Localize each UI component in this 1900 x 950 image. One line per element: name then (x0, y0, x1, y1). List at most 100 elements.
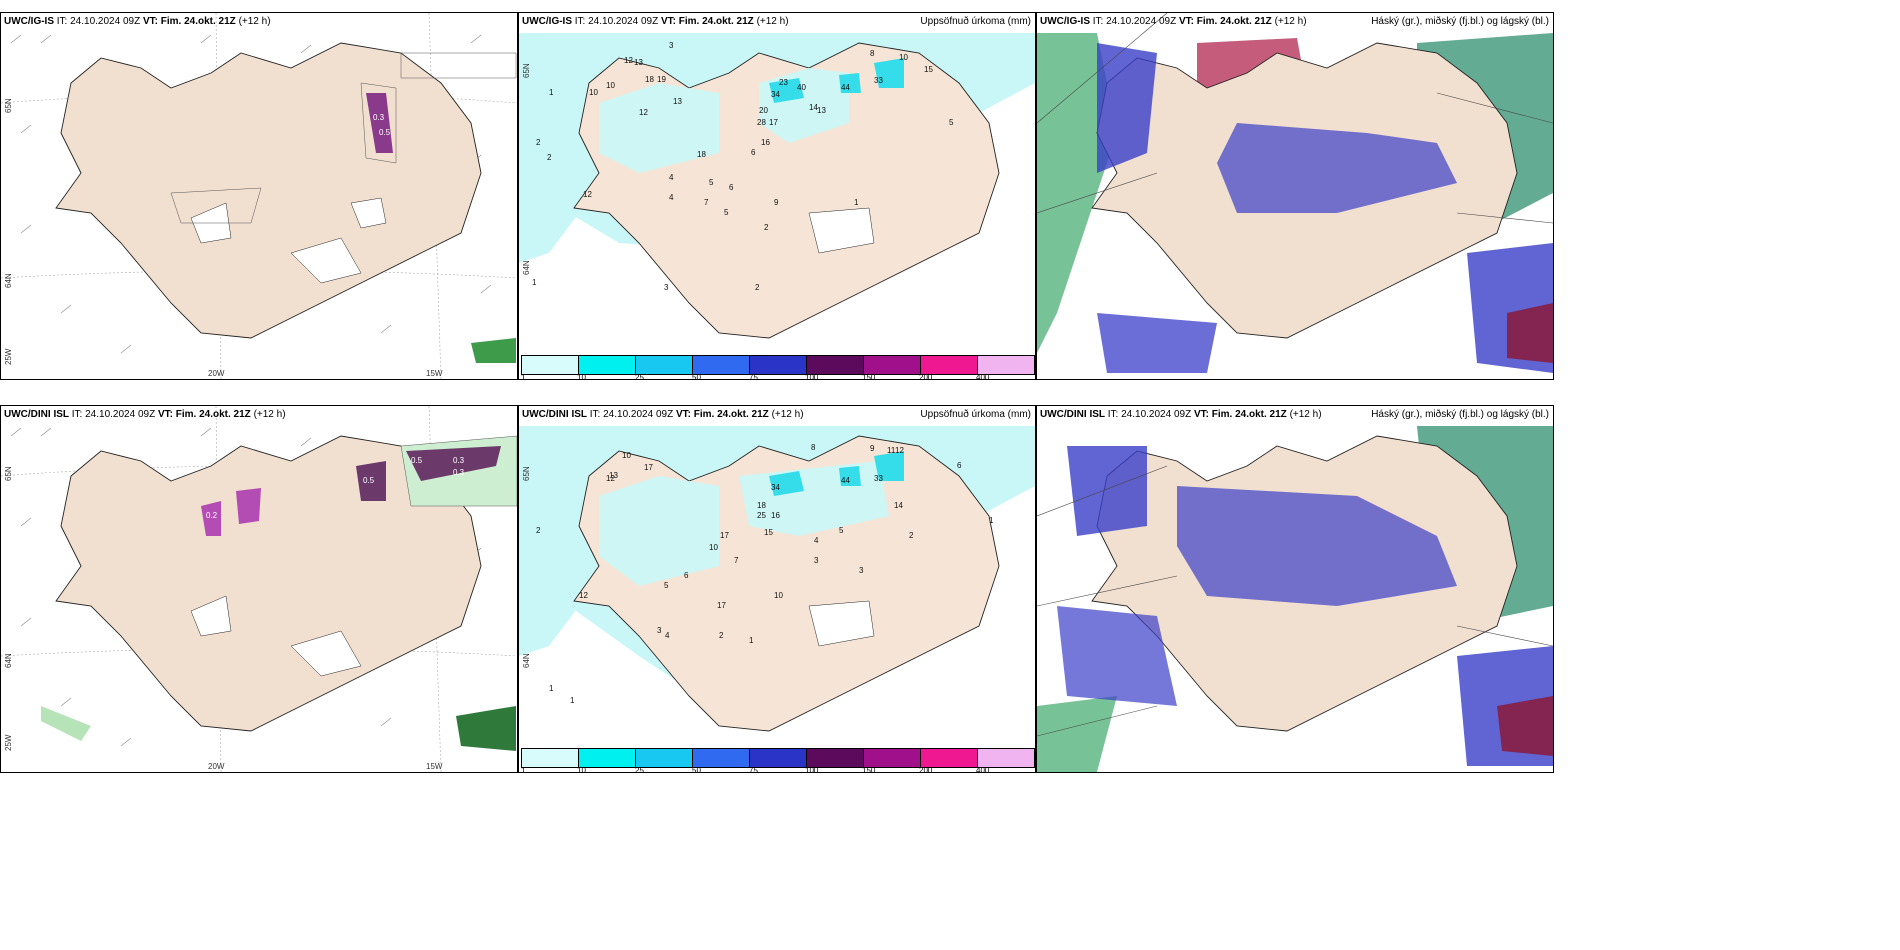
value-label: 12 (624, 56, 633, 65)
value-label: 12 (895, 446, 904, 455)
value-label: 44 (841, 476, 850, 485)
colorbar (521, 355, 1035, 375)
contour-label: 0.3 (453, 456, 465, 465)
contour-label: 0.3 (373, 113, 385, 122)
value-label: 3 (669, 41, 674, 50)
panel-header: UWC/DINI ISL IT: 24.10.2024 09Z VT: Fim.… (1040, 409, 1322, 420)
value-label: 9 (870, 444, 875, 453)
lon-label: 15W (426, 762, 443, 771)
value-label: 6 (751, 148, 756, 157)
value-label: 20 (759, 106, 768, 115)
map-canvas (1, 13, 517, 379)
value-label: 5 (709, 178, 714, 187)
value-label: 28 (757, 118, 766, 127)
value-label: 3 (859, 566, 864, 575)
value-label: 10 (589, 88, 598, 97)
colorbar-ticks: 1 10 25 50 75 100 150 200 400 (521, 766, 990, 773)
value-label: 18 (697, 150, 706, 159)
value-label: 5 (839, 526, 844, 535)
value-label: 23 (779, 78, 788, 87)
value-label: 17 (644, 463, 653, 472)
value-label: 3 (814, 556, 819, 565)
model-name: UWC/IG-IS (522, 16, 572, 27)
value-label: 1 (549, 684, 554, 693)
value-label: 5 (949, 118, 954, 127)
value-label: 10 (606, 81, 615, 90)
value-label: 2 (719, 631, 724, 640)
value-label: 4 (669, 173, 674, 182)
lon-label: 20W (208, 369, 225, 378)
value-label: 25 (757, 511, 766, 520)
value-label: 34 (771, 483, 780, 492)
lat-label: 65N (522, 63, 531, 78)
value-label: 17 (717, 601, 726, 610)
value-label: 1 (749, 636, 754, 645)
lon-label: 25W (4, 734, 13, 751)
panel-header: UWC/DINI ISL IT: 24.10.2024 09Z VT: Fim.… (4, 409, 286, 420)
value-label: 13 (634, 58, 643, 67)
value-label: 15 (924, 65, 933, 74)
panel-header: UWC/IG-IS IT: 24.10.2024 09Z VT: Fim. 24… (522, 16, 789, 27)
contour-label: 0.5 (411, 456, 423, 465)
value-label: 2 (909, 531, 914, 540)
iceland-landmass (55, 42, 482, 339)
contour-label: 0.2 (206, 511, 218, 520)
lat-label: 65N (522, 466, 531, 481)
value-label: 10 (622, 451, 631, 460)
lon-label: 25W (4, 348, 13, 365)
value-label: 15 (764, 528, 773, 537)
panel-title: Uppsöfnuð úrkoma (mm) (920, 16, 1031, 27)
value-label: 13 (673, 97, 682, 106)
value-label: 4 (665, 631, 670, 640)
map-canvas (519, 13, 1035, 379)
value-label: 18 (757, 501, 766, 510)
value-label: 18 (645, 75, 654, 84)
value-label: 2 (536, 526, 541, 535)
value-label: 9 (774, 198, 779, 207)
value-label: 10 (709, 543, 718, 552)
value-label: 12 (579, 591, 588, 600)
map-canvas (1, 406, 517, 772)
value-label: 6 (957, 461, 962, 470)
panel-title: Uppsöfnuð úrkoma (mm) (920, 409, 1031, 420)
wind-map-ig: UWC/IG-IS IT: 24.10.2024 09Z VT: Fim. 24… (0, 12, 518, 380)
lon-label: 20W (208, 762, 225, 771)
panel-header: UWC/IG-IS IT: 24.10.2024 09Z VT: Fim. 24… (1040, 16, 1307, 27)
value-label: 10 (899, 53, 908, 62)
precip-map-dini: UWC/DINI ISL IT: 24.10.2024 09Z VT: Fim.… (518, 405, 1036, 773)
value-label: 12 (583, 190, 592, 199)
panel-title: Háský (gr.), miðský (fj.bl.) og lágský (… (1371, 16, 1549, 27)
value-label: 6 (684, 571, 689, 580)
iceland-landmass (55, 435, 482, 732)
value-label: 3 (657, 626, 662, 635)
cloud-map-dini: UWC/DINI ISL IT: 24.10.2024 09Z VT: Fim.… (1036, 405, 1554, 773)
map-canvas (1037, 406, 1553, 772)
value-label: 8 (870, 49, 875, 58)
colorbar-ticks: 1 10 25 50 75 100 150 200 400 (521, 373, 990, 380)
value-label: 12 (606, 474, 615, 483)
value-label: 3 (664, 283, 669, 292)
value-label: 33 (874, 474, 883, 483)
value-label: 17 (720, 531, 729, 540)
lat-label: 65N (4, 466, 13, 481)
value-label: 4 (814, 536, 819, 545)
lat-label: 64N (4, 273, 13, 288)
contour-label: 0.5 (363, 476, 375, 485)
value-label: 2 (536, 138, 541, 147)
map-canvas (1037, 13, 1553, 379)
value-label: 16 (771, 511, 780, 520)
lat-label: 64N (4, 653, 13, 668)
value-label: 6 (729, 183, 734, 192)
value-label: 44 (841, 83, 850, 92)
value-label: 8 (811, 443, 816, 452)
value-label: 14 (894, 501, 903, 510)
model-name: UWC/DINI ISL (1040, 409, 1105, 420)
panel-header: UWC/DINI ISL IT: 24.10.2024 09Z VT: Fim.… (522, 409, 804, 420)
value-label: 19 (657, 75, 666, 84)
contour-label: 0.5 (379, 128, 391, 137)
value-label: 13 (817, 106, 826, 115)
value-label: 1 (549, 88, 554, 97)
value-label: 11 (887, 446, 896, 455)
value-label: 40 (797, 83, 806, 92)
value-label: 2 (764, 223, 769, 232)
